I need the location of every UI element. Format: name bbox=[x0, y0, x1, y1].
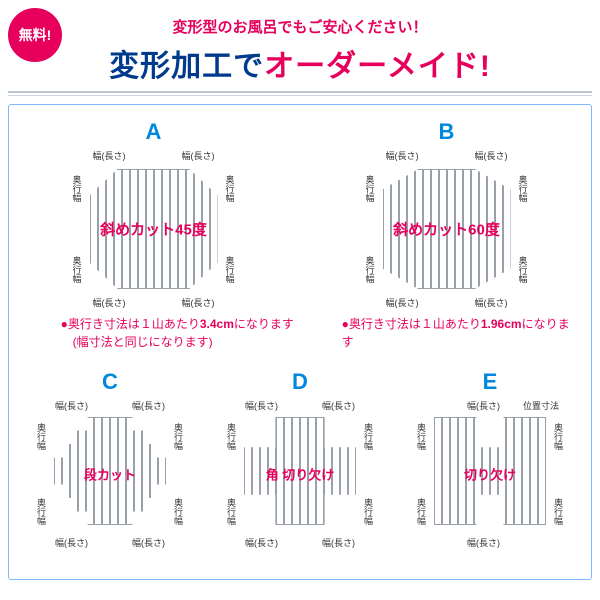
shape-E-label: 切り欠け bbox=[464, 465, 516, 484]
dim-label: 幅(長さ) bbox=[475, 149, 508, 162]
title-part1: 変形加工 bbox=[109, 50, 233, 83]
note-B: ●奥行き寸法は１山あたり1.96cmになります bbox=[306, 315, 576, 351]
dim-label: 奥行幅 bbox=[415, 423, 428, 450]
dim-label: 奥行幅 bbox=[35, 498, 48, 525]
dim-label: 幅(長さ) bbox=[467, 536, 500, 549]
diagram-panel: A 斜めカット45度 幅(長さ) 幅(長さ) 幅(長さ) 幅(長さ) 奥行幅 奥… bbox=[8, 104, 592, 580]
dim-label: 奥行幅 bbox=[364, 256, 377, 283]
dim-label: 幅(長さ) bbox=[386, 149, 419, 162]
dim-label: 奥行幅 bbox=[225, 423, 238, 450]
shape-C: C 段カット 幅(長さ) 幅(長さ) 幅(長さ) 幅(長さ) 奥行幅 奥行幅 奥… bbox=[25, 369, 195, 549]
dim-label: 幅(長さ) bbox=[132, 536, 165, 549]
letter-D: D bbox=[215, 369, 385, 395]
shape-E-figure: 切り欠け 幅(長さ) 位置寸法 幅(長さ) 奥行幅 奥行幅 奥行幅 奥行幅 bbox=[405, 399, 575, 549]
dim-label: 幅(長さ) bbox=[55, 399, 88, 412]
title-part2: で bbox=[233, 50, 264, 83]
divider-1 bbox=[8, 91, 592, 93]
dim-label: 奥行幅 bbox=[71, 256, 84, 283]
dim-label: 奥行幅 bbox=[35, 423, 48, 450]
dim-label: 奥行幅 bbox=[224, 175, 237, 202]
free-badge: 無料! bbox=[8, 8, 62, 62]
header: 変形型のお風呂でもご安心ください！ 変形加工でオーダーメイド! bbox=[0, 0, 600, 96]
shape-A-label: 斜めカット45度 bbox=[100, 219, 207, 240]
dim-label: 奥行幅 bbox=[225, 498, 238, 525]
dim-label: 奥行幅 bbox=[172, 498, 185, 525]
main-title: 変形加工でオーダーメイド! bbox=[0, 41, 600, 85]
notes-row: ●奥行き寸法は１山あたり3.4cmになります (幅寸法と同じになります) ●奥行… bbox=[19, 315, 581, 351]
dim-label: 幅(長さ) bbox=[322, 536, 355, 549]
dim-label: 幅(長さ) bbox=[386, 296, 419, 309]
dim-label: 奥行幅 bbox=[552, 423, 565, 450]
dim-label: 奥行幅 bbox=[362, 498, 375, 525]
dim-label: 奥行幅 bbox=[517, 175, 530, 202]
shape-D: D 角 切り欠け 幅(長さ) 幅(長さ) 幅(長さ) 幅(長さ) 奥行幅 奥行幅… bbox=[215, 369, 385, 549]
subtitle: 変形型のお風呂でもご安心ください！ bbox=[0, 16, 600, 37]
shape-B-label: 斜めカット60度 bbox=[393, 219, 500, 240]
note-A: ●奥行き寸法は１山あたり3.4cmになります (幅寸法と同じになります) bbox=[25, 315, 295, 351]
dim-label: 幅(長さ) bbox=[93, 149, 126, 162]
dim-label: 幅(長さ) bbox=[55, 536, 88, 549]
dim-label: 奥行幅 bbox=[415, 498, 428, 525]
shape-D-label: 角 切り欠け bbox=[266, 465, 335, 484]
dim-label: 幅(長さ) bbox=[93, 296, 126, 309]
dim-label: 幅(長さ) bbox=[245, 536, 278, 549]
dim-label: 奥行幅 bbox=[362, 423, 375, 450]
dim-label: 幅(長さ) bbox=[475, 296, 508, 309]
dim-label: 幅(長さ) bbox=[182, 296, 215, 309]
shape-C-label: 段カット bbox=[84, 465, 136, 484]
shape-B: B 斜めカット60度 幅(長さ) 幅(長さ) 幅(長さ) 幅(長さ) 奥行幅 奥… bbox=[352, 119, 542, 309]
dim-label: 位置寸法 bbox=[523, 399, 559, 412]
dim-label: 奥行幅 bbox=[172, 423, 185, 450]
shape-E: E 切り欠け 幅(長さ) 位置寸法 幅(長さ) 奥行幅 奥行幅 奥行幅 奥行幅 bbox=[405, 369, 575, 549]
dim-label: 幅(長さ) bbox=[322, 399, 355, 412]
dim-label: 幅(長さ) bbox=[182, 149, 215, 162]
letter-E: E bbox=[405, 369, 575, 395]
shape-A-figure: 斜めカット45度 幅(長さ) 幅(長さ) 幅(長さ) 幅(長さ) 奥行幅 奥行幅… bbox=[59, 149, 249, 309]
shape-B-figure: 斜めカット60度 幅(長さ) 幅(長さ) 幅(長さ) 幅(長さ) 奥行幅 奥行幅… bbox=[352, 149, 542, 309]
divider-2 bbox=[8, 95, 592, 96]
title-part3: オーダーメイド! bbox=[264, 50, 491, 83]
shape-A: A 斜めカット45度 幅(長さ) 幅(長さ) 幅(長さ) 幅(長さ) 奥行幅 奥… bbox=[59, 119, 249, 309]
dim-label: 奥行幅 bbox=[71, 175, 84, 202]
letter-C: C bbox=[25, 369, 195, 395]
dim-label: 奥行幅 bbox=[517, 256, 530, 283]
dim-label: 幅(長さ) bbox=[245, 399, 278, 412]
dim-label: 奥行幅 bbox=[224, 256, 237, 283]
bottom-row: C 段カット 幅(長さ) 幅(長さ) 幅(長さ) 幅(長さ) 奥行幅 奥行幅 奥… bbox=[19, 369, 581, 549]
shape-D-figure: 角 切り欠け 幅(長さ) 幅(長さ) 幅(長さ) 幅(長さ) 奥行幅 奥行幅 奥… bbox=[215, 399, 385, 549]
dim-label: 幅(長さ) bbox=[132, 399, 165, 412]
top-row: A 斜めカット45度 幅(長さ) 幅(長さ) 幅(長さ) 幅(長さ) 奥行幅 奥… bbox=[19, 119, 581, 309]
dim-label: 幅(長さ) bbox=[467, 399, 500, 412]
letter-B: B bbox=[352, 119, 542, 145]
shape-C-figure: 段カット 幅(長さ) 幅(長さ) 幅(長さ) 幅(長さ) 奥行幅 奥行幅 奥行幅… bbox=[25, 399, 195, 549]
dim-label: 奥行幅 bbox=[552, 498, 565, 525]
dim-label: 奥行幅 bbox=[364, 175, 377, 202]
letter-A: A bbox=[59, 119, 249, 145]
